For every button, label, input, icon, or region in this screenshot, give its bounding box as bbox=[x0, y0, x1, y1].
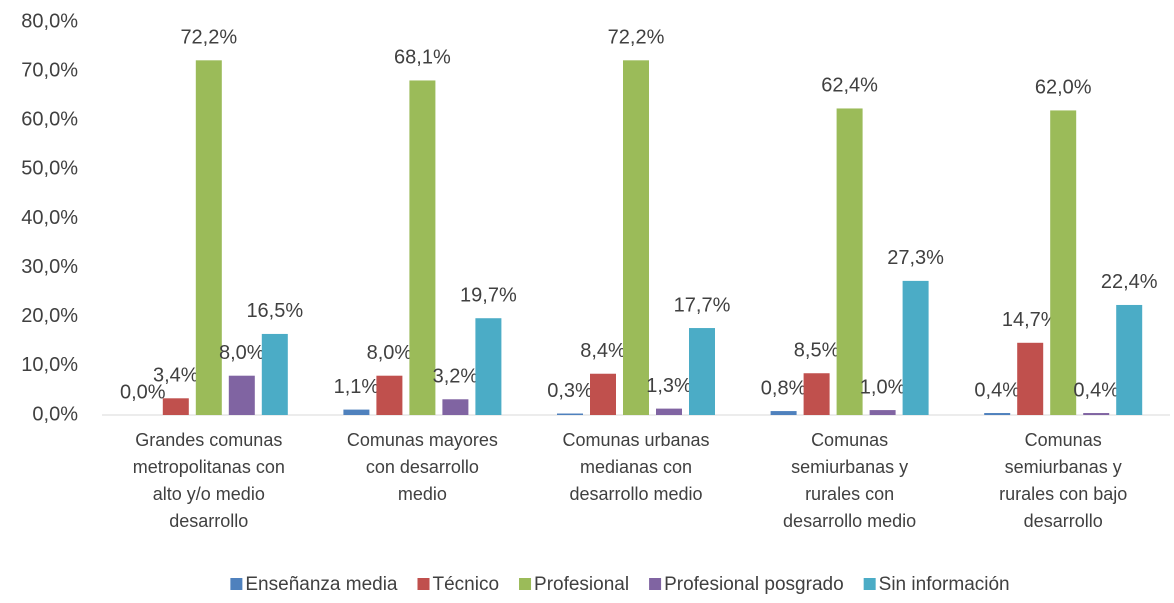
bar bbox=[1017, 342, 1044, 415]
x-tick-label: Comunas urbanas medianas con desarrollo me… bbox=[562, 430, 709, 504]
bar bbox=[984, 413, 1011, 415]
data-label: 3,2% bbox=[433, 366, 479, 388]
data-label: 0,4% bbox=[974, 379, 1020, 401]
bar bbox=[836, 108, 863, 416]
legend-label: Profesional bbox=[534, 574, 629, 595]
data-label: 22,4% bbox=[1101, 271, 1158, 293]
legend-swatch bbox=[863, 578, 876, 590]
x-tick-label: Comunas semiurbanas y rurales con bajo desa… bbox=[999, 430, 1127, 531]
data-label: 0,8% bbox=[761, 377, 807, 399]
bar bbox=[1050, 110, 1077, 416]
bar bbox=[343, 409, 370, 415]
data-label: 14,7% bbox=[1002, 309, 1059, 331]
bar bbox=[1116, 304, 1143, 415]
data-label: 1,3% bbox=[646, 375, 692, 397]
legend-label: Enseñanza media bbox=[245, 574, 398, 595]
legend-label: Sin información bbox=[879, 574, 1010, 595]
data-label: 1,0% bbox=[860, 376, 906, 398]
legend-label: Técnico bbox=[432, 574, 499, 595]
y-tick-label: 20,0% bbox=[21, 305, 78, 327]
legend-swatch bbox=[230, 578, 243, 590]
data-label: 1,1% bbox=[334, 376, 380, 398]
x-tick-label: Comunas mayores con desarrollo medio bbox=[347, 430, 498, 504]
legend-swatch bbox=[649, 578, 662, 590]
bar bbox=[261, 333, 288, 415]
bar bbox=[228, 375, 255, 415]
bar bbox=[656, 408, 682, 415]
bar bbox=[162, 398, 189, 415]
data-label: 8,4% bbox=[580, 340, 626, 362]
data-label: 16,5% bbox=[246, 300, 303, 322]
data-label: 8,0% bbox=[367, 342, 413, 364]
y-tick-label: 30,0% bbox=[21, 256, 78, 278]
legend-swatch bbox=[519, 578, 532, 590]
data-label: 27,3% bbox=[887, 247, 944, 269]
data-label: 19,7% bbox=[460, 285, 517, 307]
bar bbox=[409, 80, 436, 416]
data-label: 0,4% bbox=[1073, 379, 1119, 401]
bar bbox=[475, 318, 502, 415]
bar bbox=[623, 60, 649, 415]
bar bbox=[803, 373, 830, 415]
bar bbox=[869, 410, 896, 415]
bar bbox=[195, 60, 222, 415]
data-label: 0,3% bbox=[547, 380, 593, 402]
bar bbox=[590, 373, 616, 415]
data-label: 3,4% bbox=[153, 365, 199, 387]
y-tick-label: 80,0% bbox=[21, 10, 78, 32]
x-tick-label: Grandes comunas metropolitanas con alto y/… bbox=[133, 430, 285, 531]
bar bbox=[689, 328, 715, 415]
y-tick-label: 70,0% bbox=[21, 59, 78, 81]
bar bbox=[770, 411, 797, 415]
data-label: 17,7% bbox=[674, 294, 731, 316]
y-tick-label: 40,0% bbox=[21, 207, 78, 229]
bar bbox=[1083, 413, 1110, 415]
data-label: 68,1% bbox=[394, 47, 451, 69]
data-label: 72,2% bbox=[608, 27, 665, 49]
data-label: 8,5% bbox=[794, 340, 840, 362]
bar bbox=[442, 399, 469, 415]
data-label: 72,2% bbox=[180, 27, 237, 49]
legend-swatch bbox=[417, 578, 430, 590]
legend-label: Profesional posgrado bbox=[664, 574, 844, 595]
bar bbox=[557, 413, 583, 415]
data-label: 62,4% bbox=[821, 75, 878, 97]
y-tick-label: 10,0% bbox=[21, 354, 78, 376]
data-label: 62,0% bbox=[1035, 77, 1092, 99]
data-label: 0,0% bbox=[120, 381, 166, 403]
data-label: 8,0% bbox=[219, 342, 265, 364]
y-tick-label: 0,0% bbox=[32, 403, 78, 425]
y-tick-label: 50,0% bbox=[21, 158, 78, 180]
bar bbox=[902, 280, 929, 415]
legend: Enseñanza media Técnico Profesional Profesi… bbox=[230, 574, 1010, 595]
bar bbox=[376, 375, 403, 415]
x-tick-label: Comunas semiurbanas y rurales con desarroll… bbox=[783, 430, 916, 531]
y-tick-label: 60,0% bbox=[21, 109, 78, 131]
